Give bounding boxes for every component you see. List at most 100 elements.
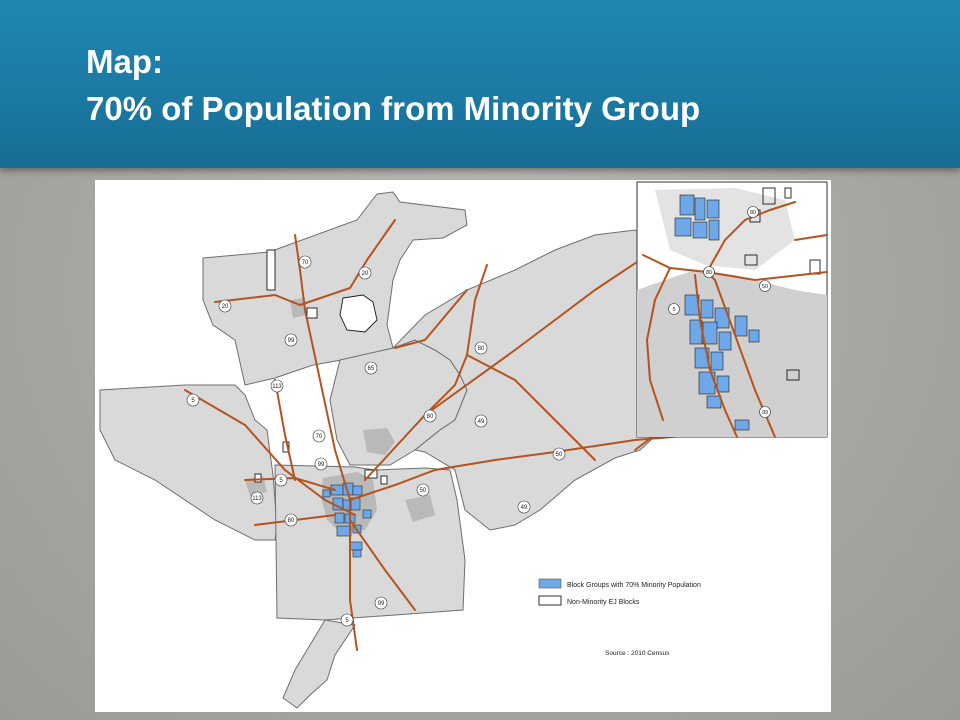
svg-text:49: 49 — [478, 419, 485, 425]
highway-shield: 99 — [759, 406, 771, 418]
road — [274, 379, 296, 481]
title-line-2: 70% of Population from Minority Group — [86, 90, 701, 127]
minority-block — [352, 485, 363, 496]
road — [294, 234, 358, 651]
highway-shield: 49 — [474, 414, 488, 428]
ej-block — [254, 473, 262, 483]
minority-block — [708, 219, 720, 241]
minority-block — [734, 315, 748, 337]
minority-block — [334, 512, 345, 524]
inset-minority-blocks — [674, 194, 760, 431]
road — [184, 389, 356, 516]
highway-shield: 5 — [274, 473, 288, 487]
legend-swatch-ej — [538, 595, 562, 606]
road — [706, 201, 796, 273]
ej-block — [762, 187, 776, 205]
svg-text:49: 49 — [521, 505, 528, 511]
highway-shield: 49 — [517, 500, 531, 514]
urban-area-west — [245, 476, 267, 496]
highway-shields: 70 20 20 99 113 65 80 80 5 70 99 5 113 8… — [186, 255, 566, 627]
minority-block — [322, 489, 331, 498]
minority-block — [706, 199, 720, 219]
highway-shield: 113 — [270, 379, 284, 393]
svg-text:5: 5 — [672, 307, 675, 313]
svg-text:5: 5 — [345, 618, 349, 624]
map-legend: Block Groups with 70% Minority Populatio… — [538, 578, 701, 657]
svg-text:113: 113 — [252, 496, 262, 502]
minority-block — [694, 347, 710, 369]
svg-text:99: 99 — [762, 410, 768, 416]
legend-label-minority: Block Groups with 70% Minority Populatio… — [567, 582, 701, 589]
minority-block — [674, 217, 692, 237]
minority-block — [362, 509, 372, 519]
highway-shield: 50 — [552, 447, 566, 461]
urban-area-north — [363, 428, 395, 455]
slide-header: Map: 70% of Population from Minority Gro… — [0, 0, 960, 168]
highway-shield: 80 — [284, 513, 298, 527]
road — [214, 219, 396, 307]
road — [645, 267, 671, 421]
road — [424, 249, 656, 416]
road — [794, 234, 828, 241]
inset-highway-shields: 80 80 50 5 99 — [668, 206, 771, 418]
ej-block — [744, 254, 758, 266]
road — [364, 264, 488, 481]
slide-title: Map: 70% of Population from Minority Gro… — [86, 38, 700, 132]
svg-text:50: 50 — [420, 488, 427, 494]
ej-block — [786, 369, 800, 381]
svg-text:20: 20 — [222, 304, 229, 310]
minority-block — [700, 299, 714, 319]
minority-block — [734, 419, 750, 431]
ej-block — [784, 187, 792, 199]
legend-swatch-minority — [538, 578, 562, 589]
svg-text:80: 80 — [288, 518, 295, 524]
highway-shield: 99 — [284, 333, 298, 347]
svg-text:99: 99 — [318, 462, 325, 468]
highway-shield: 65 — [364, 361, 378, 375]
svg-text:20: 20 — [362, 271, 369, 277]
minority-block — [718, 331, 732, 351]
county-south-tail — [282, 619, 356, 709]
county-west — [99, 384, 278, 541]
svg-text:70: 70 — [316, 434, 323, 440]
svg-text:5: 5 — [279, 478, 283, 484]
highway-shield: 99 — [374, 596, 388, 610]
minority-block — [716, 375, 730, 393]
highway-shield: 70 — [298, 255, 312, 269]
highway-shield: 80 — [474, 341, 488, 355]
minority-block — [694, 197, 706, 221]
inset-urban-area — [637, 270, 827, 437]
legend-label-ej: Non-Minority EJ Blocks — [567, 599, 640, 606]
highway-shield: 5 — [186, 393, 200, 407]
road — [349, 431, 736, 501]
svg-text:80: 80 — [478, 346, 485, 352]
highway-shield: 80 — [747, 206, 759, 218]
inset-ej-blocks — [744, 187, 821, 381]
minority-block — [706, 395, 722, 409]
minority-block — [352, 549, 362, 558]
svg-text:80: 80 — [706, 270, 712, 276]
highway-shield: 70 — [312, 429, 326, 443]
svg-text:50: 50 — [556, 452, 563, 458]
svg-text:113: 113 — [272, 384, 282, 390]
highway-shield: 80 — [703, 266, 715, 278]
road — [349, 519, 416, 611]
road — [244, 476, 336, 491]
ej-block — [266, 249, 276, 291]
highway-shield: 80 — [423, 409, 437, 423]
ej-block — [339, 294, 378, 333]
highway-shield: 5 — [340, 613, 354, 627]
minority-block — [336, 525, 352, 537]
highway-shield: 20 — [358, 266, 372, 280]
source-note: Source : 2010 Census — [605, 650, 670, 657]
highway-shield: 50 — [759, 280, 771, 292]
highway-shield: 50 — [416, 483, 430, 497]
highway-shield: 99 — [314, 457, 328, 471]
svg-text:80: 80 — [750, 210, 756, 216]
road — [466, 354, 596, 461]
svg-text:99: 99 — [378, 601, 385, 607]
minority-block — [692, 221, 708, 239]
svg-text:70: 70 — [302, 260, 309, 266]
road — [694, 274, 738, 438]
inset-map: 80 80 50 5 99 — [636, 181, 828, 438]
